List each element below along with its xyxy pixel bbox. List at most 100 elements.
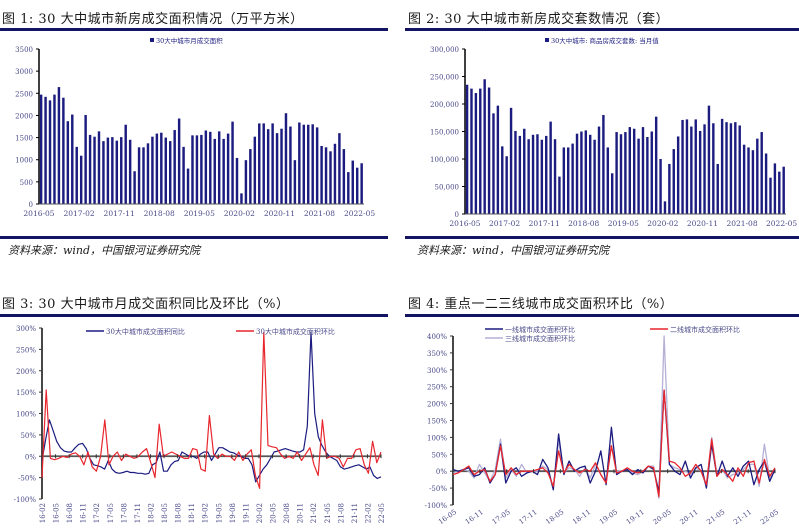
bar (209, 131, 212, 204)
x-tick-label: 18-05 (161, 503, 169, 523)
y-tick-label: 100% (427, 434, 447, 442)
x-tick-label: 2020-11 (687, 219, 718, 228)
figure-1-source: 资料来源：wind，中国银河证券研究院 (8, 244, 201, 257)
x-tick-label: 2020-02 (224, 209, 255, 218)
bar (173, 130, 176, 204)
bar (575, 133, 579, 214)
bar (142, 147, 145, 204)
figure-2-bar-chart: 0 50,000 100,000 150,000 200,000 250,000 300,0… (430, 36, 797, 228)
bar (195, 135, 199, 204)
bar (324, 147, 328, 204)
x-tick-label: 2020-11 (264, 209, 295, 218)
x-tick-label: 2016-05 (449, 219, 480, 228)
bar (580, 131, 583, 214)
bar (182, 146, 185, 204)
bar (146, 143, 150, 204)
x-tick-label: 2021-08 (304, 209, 335, 218)
y-tick-label: 50% (20, 432, 36, 440)
figure-2-bottom-rule (405, 236, 799, 239)
bar (226, 133, 230, 204)
figure-1-panel: 图 1: 30 大中城市新房成交面积情况（万平方米） 0 500 1000 1500 2… (0, 0, 394, 260)
figure-2-top-rule (405, 28, 799, 31)
figure-1-title: 图 1: 30 大中城市新房成交面积情况（万平方米） (2, 12, 304, 27)
y-tick-label: -50% (429, 485, 447, 493)
x-tick-label: 19-05 (598, 508, 619, 526)
y-tick-label: 3000 (15, 68, 33, 76)
bar (249, 149, 252, 204)
bar (725, 122, 728, 214)
bar (355, 167, 359, 204)
bar (307, 124, 310, 204)
bar (672, 149, 675, 214)
bar (549, 121, 552, 214)
line-series (41, 331, 382, 483)
legend-swatch (545, 38, 549, 42)
x-tick-label: 2018-08 (568, 219, 599, 228)
bar (266, 129, 270, 204)
x-tick-label: 2022-05 (344, 209, 375, 218)
bar (509, 107, 513, 214)
bar (333, 143, 337, 204)
bar (690, 126, 693, 214)
x-tick-label: 2016-05 (23, 209, 54, 218)
bar (235, 157, 239, 204)
x-tick-label: 2017-02 (63, 209, 94, 218)
x-tick-label: 17-02 (93, 503, 101, 523)
x-tick-label: 16-08 (66, 503, 74, 523)
y-tick-label: 400% (427, 333, 447, 341)
y-tick-label: 150% (16, 389, 36, 397)
bar (707, 105, 711, 214)
x-tick-label: 22-05 (759, 508, 780, 526)
figure-4-line-chart: -100% -50% 0% 50% 100% 150% 200% 250% 300% 350% 40… (425, 325, 781, 526)
bar (244, 160, 248, 204)
bar (487, 87, 491, 214)
bar (164, 137, 167, 204)
figure-4-panel: 图 4: 重点一二三线城市成交面积环比（%） -100% -50% 0% 50% 100… (405, 285, 799, 532)
bar (738, 125, 741, 214)
bar (694, 119, 697, 214)
bar (553, 139, 557, 214)
bar (75, 146, 78, 204)
bar (360, 163, 363, 204)
x-tick-label: 19-11 (242, 503, 250, 523)
bar (240, 193, 243, 204)
bar (646, 137, 649, 214)
bar (567, 147, 570, 214)
bar (716, 163, 719, 214)
bar (298, 122, 301, 204)
bar (703, 124, 706, 214)
bar (589, 134, 592, 214)
bar (712, 123, 715, 214)
bar (769, 177, 772, 214)
x-tick-label: 17-08 (120, 503, 128, 523)
bar (293, 160, 297, 204)
y-tick-label: 0 (29, 201, 33, 209)
y-tick-label: 200% (16, 368, 36, 376)
y-tick-label: 500 (20, 179, 33, 187)
bar (540, 139, 544, 214)
bar (747, 147, 750, 214)
bar (39, 94, 43, 204)
bar (536, 134, 539, 214)
x-tick-label: 21-02 (310, 503, 318, 523)
bar (151, 136, 154, 204)
bar (742, 144, 746, 214)
line-series (452, 389, 776, 493)
y-tick-label: 0% (436, 468, 447, 476)
x-tick-label: 18-08 (175, 503, 183, 523)
figure-3-title: 图 3: 30 大中城市月成交面积同比及环比（%） (2, 297, 290, 312)
x-tick-label: 17-11 (134, 503, 142, 523)
bar (222, 138, 225, 204)
bar (347, 172, 350, 204)
bar (342, 149, 346, 204)
y-tick-label: 50% (431, 451, 447, 459)
x-tick-label: 21-08 (337, 503, 345, 523)
y-tick-label: 0% (25, 453, 36, 461)
bar (597, 126, 601, 214)
y-tick-label: 1500 (15, 135, 33, 143)
bar (124, 124, 127, 204)
bar (200, 134, 203, 204)
legend-label: 30大中城市成交面积同比 (106, 327, 185, 336)
y-tick-label: 100% (16, 411, 36, 419)
bar (562, 147, 566, 214)
